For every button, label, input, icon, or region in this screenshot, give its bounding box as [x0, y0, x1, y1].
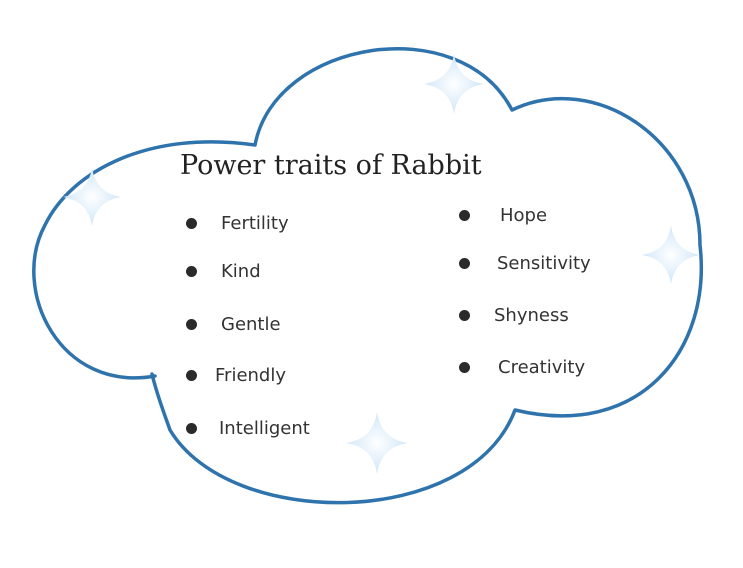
bullet-icon: [186, 423, 197, 434]
bullet-icon: [459, 258, 470, 269]
trait-label: Hope: [500, 205, 548, 226]
bullet-icon: [186, 319, 197, 330]
bullet-icon: [186, 218, 197, 229]
trait-label: Gentle: [221, 314, 281, 335]
trait-label: Intelligent: [219, 418, 310, 439]
bullet-icon: [459, 362, 470, 373]
bullet-icon: [186, 370, 197, 381]
trait-label: Kind: [221, 261, 261, 282]
diagram-title: Power traits of Rabbit: [180, 150, 482, 181]
trait-label: Fertility: [221, 213, 289, 234]
cloud-shape: [32, 46, 703, 505]
bullet-icon: [186, 266, 197, 277]
trait-label: Sensitivity: [497, 253, 591, 274]
bullet-icon: [459, 210, 470, 221]
bullet-icon: [459, 310, 470, 321]
sparkle-icon: [642, 226, 700, 284]
trait-label: Shyness: [494, 305, 569, 326]
trait-label: Creativity: [498, 357, 586, 378]
sparkle-icon: [424, 54, 484, 114]
sparkle-icon: [63, 168, 121, 226]
trait-label: Friendly: [215, 365, 287, 386]
sparkle-icon: [346, 412, 408, 474]
